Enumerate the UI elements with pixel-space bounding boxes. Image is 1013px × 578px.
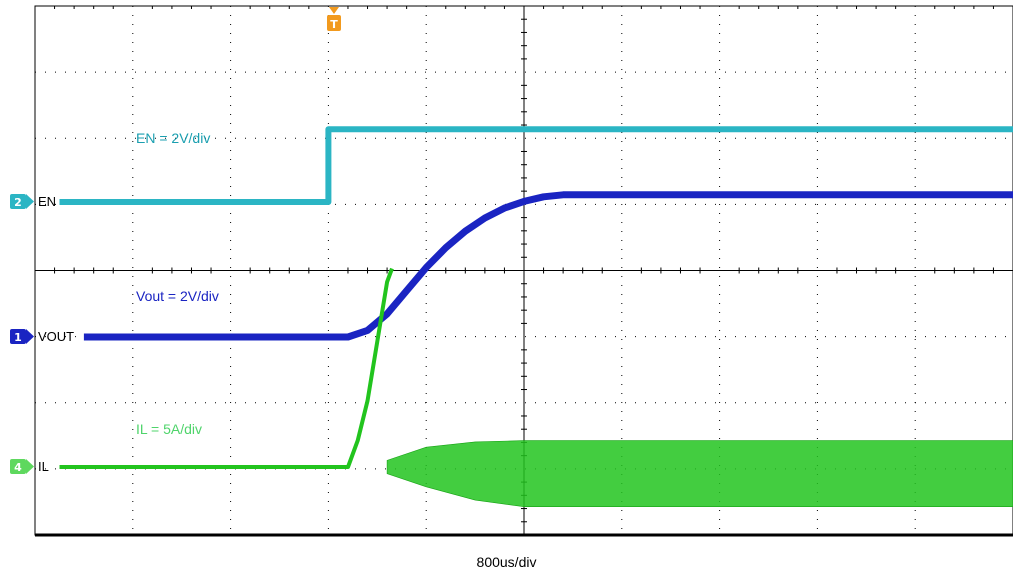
channel-2-arrow-icon [26, 194, 34, 209]
channel-4-marker: 4 IL [10, 459, 49, 474]
en-scale-label: EN = 2V/div [136, 130, 210, 146]
channel-2-number: 2 [14, 196, 22, 209]
trigger-marker: T [327, 7, 341, 31]
channel-4-badge [10, 459, 26, 474]
vout-scale-text: Vout = 2V/div [136, 288, 219, 304]
en-trace [59, 126, 1013, 205]
trigger-label: T [330, 18, 338, 31]
channel-2-badge [10, 194, 26, 209]
il-switching-ripple [386, 440, 1013, 507]
graticule [34, 5, 1013, 537]
channel-1-badge [10, 329, 26, 344]
channel-4-tag: IL [38, 459, 49, 474]
channel-2-tag: EN [38, 194, 56, 209]
channel-4-number: 4 [14, 461, 22, 474]
trigger-arrow-icon [329, 7, 339, 14]
en-scale-text: EN = 2V/div [136, 130, 210, 146]
channel-4-arrow-icon [26, 459, 34, 474]
timebase-label: 800us/div [476, 554, 537, 570]
trigger-badge [327, 15, 341, 31]
channel-1-arrow-icon [26, 329, 34, 344]
il-trace [59, 267, 394, 469]
channel-1-marker: 1 VOUT [10, 329, 74, 344]
waveform-traces [59, 126, 1013, 507]
channel-2-marker: 2 EN [10, 194, 56, 209]
channel-1-tag: VOUT [38, 329, 74, 344]
il-scale-text: IL = 5A/div [136, 421, 202, 437]
il-scale-label: IL = 5A/div [136, 421, 202, 437]
vout-scale-label: Vout = 2V/div [136, 288, 219, 304]
vout-trace [83, 191, 1013, 341]
channel-1-number: 1 [14, 331, 22, 344]
